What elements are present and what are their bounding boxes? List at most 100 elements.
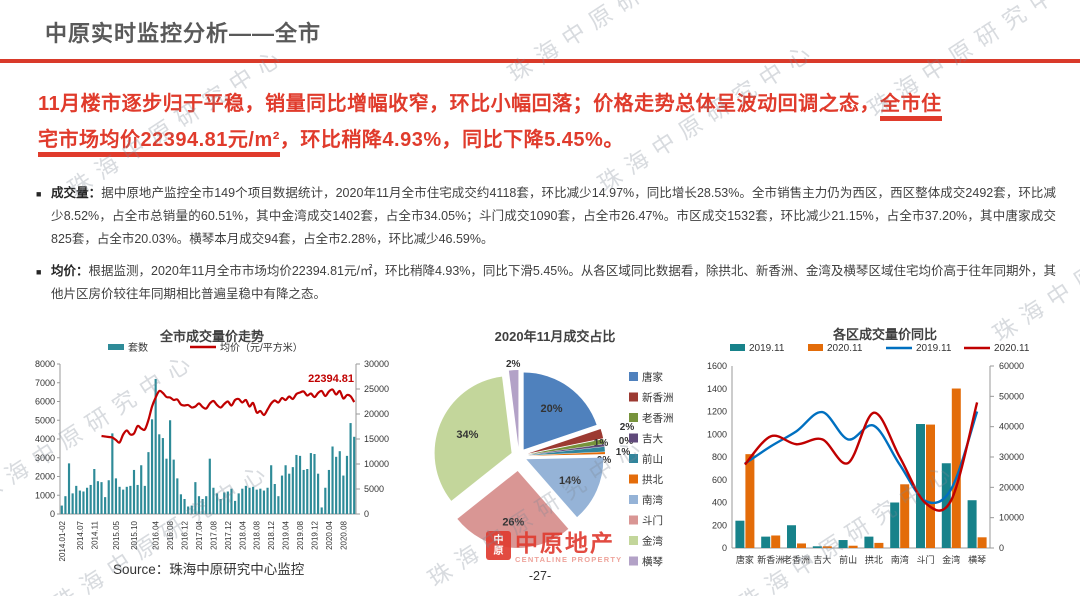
svg-text:2018.04: 2018.04 xyxy=(238,520,247,549)
category-label-金湾: 金湾 xyxy=(942,554,960,565)
svg-text:0: 0 xyxy=(364,509,369,519)
svg-text:1000: 1000 xyxy=(707,429,727,439)
headline-line1: 11月楼市逐步归于平稳，销量同比增幅收窄，环比小幅回落；价格走势总体呈波动回调之… xyxy=(38,86,1068,122)
pie-legend-label-吉大: 吉大 xyxy=(642,432,663,445)
combo-chart: 2019.11 2020.11 2019.11 2020.11 0 200 400 600 80… xyxy=(690,318,1080,596)
category-label-横琴: 横琴 xyxy=(968,554,986,565)
svg-text:2019.11: 2019.11 xyxy=(916,343,952,354)
line-series-2020.11 xyxy=(743,402,979,512)
pie-label-斗门: 26% xyxy=(502,517,524,529)
logo-box-bottom: 原 xyxy=(493,545,504,557)
headline-line1-underlined: 全市住 xyxy=(880,93,942,121)
svg-text:30000: 30000 xyxy=(999,452,1024,462)
bullet-volume: ■ 成交量：据中原地产监控全市149个项目数据统计，2020年11月全市住宅成交约… xyxy=(36,182,1056,251)
category-label-拱北: 拱北 xyxy=(865,554,883,565)
svg-text:5000: 5000 xyxy=(364,484,384,494)
pie-legend-swatch-横琴 xyxy=(629,556,638,566)
svg-text:200: 200 xyxy=(712,520,727,530)
svg-text:2000: 2000 xyxy=(35,472,55,482)
svg-text:20000: 20000 xyxy=(364,409,389,419)
svg-text:2020.08: 2020.08 xyxy=(339,520,348,549)
pie-slice-金湾 xyxy=(434,376,512,501)
svg-text:5000: 5000 xyxy=(35,415,55,425)
pie-label-金湾: 34% xyxy=(456,429,478,441)
svg-text:2014.01-02: 2014.01-02 xyxy=(58,520,67,561)
centaline-logo: 中 原 中原地产 CENTALINE PROPERTY xyxy=(486,531,622,564)
bullet-square-icon: ■ xyxy=(36,267,42,277)
pie-legend-swatch-南湾 xyxy=(629,495,638,504)
bullet-list: ■ 成交量：据中原地产监控全市149个项目数据统计，2020年11月全市住宅成交约… xyxy=(36,182,1056,315)
pie-label-南湾: 14% xyxy=(559,475,581,487)
pie-slice-横琴 xyxy=(508,370,519,448)
svg-text:0: 0 xyxy=(50,509,55,519)
combo-chart-svg: 2019.11 2020.11 2019.11 2020.11 0 200 400 600 80… xyxy=(707,343,1030,565)
pie-label-拱北: 0% xyxy=(597,455,612,466)
pie-legend-swatch-前山 xyxy=(629,454,638,463)
bullet-price-label: 均价： xyxy=(51,264,89,278)
svg-text:1200: 1200 xyxy=(707,407,727,417)
svg-text:2020.11: 2020.11 xyxy=(827,343,863,354)
svg-text:2019.11: 2019.11 xyxy=(749,343,785,354)
pie-label-前山: 1% xyxy=(616,447,631,458)
svg-text:0: 0 xyxy=(999,543,1004,553)
avg-price-line xyxy=(101,388,356,444)
logo-box-top: 中 xyxy=(493,534,504,546)
trend-chart-svg: 套数 均价（元/平方米） 0 1000 2000 3000 4000 5000 6000 7000… xyxy=(35,341,389,561)
svg-text:1000: 1000 xyxy=(35,490,55,500)
svg-text:7000: 7000 xyxy=(35,378,55,388)
pie-legend-swatch-新香洲 xyxy=(629,392,638,402)
svg-text:8000: 8000 xyxy=(35,359,55,369)
bar-series-2020.11 xyxy=(745,388,987,548)
pie-slice-吉大 xyxy=(527,444,605,455)
footer-source: Source：珠海中原研究中心监控 xyxy=(113,562,305,577)
svg-text:4000: 4000 xyxy=(35,434,55,444)
svg-text:0: 0 xyxy=(722,543,727,553)
svg-text:2015.10: 2015.10 xyxy=(130,520,139,549)
pie-legend-swatch-拱北 xyxy=(629,474,638,484)
pie-label-新香洲: 2% xyxy=(620,422,635,433)
svg-text:2020.11: 2020.11 xyxy=(994,343,1030,354)
svg-text:1400: 1400 xyxy=(707,384,727,394)
category-label-吉大: 吉大 xyxy=(813,554,831,565)
category-label-斗门: 斗门 xyxy=(916,554,934,565)
headline-line2: 宅市场均价22394.81元/m²，环比稍降4.93%，同比下降5.45%。 xyxy=(38,122,1068,158)
svg-text:2016.12: 2016.12 xyxy=(181,520,190,549)
headline-line2-text: ，环比稍降4.93%，同比下降5.45%。 xyxy=(279,129,624,151)
svg-text:6000: 6000 xyxy=(35,397,55,407)
svg-text:套数: 套数 xyxy=(128,341,148,354)
bullet-square-icon: ■ xyxy=(36,189,42,199)
centaline-logo-text: 中原地产 CENTALINE PROPERTY xyxy=(515,531,622,564)
pie-label-老香洲: 1% xyxy=(594,438,609,449)
pie-legend-swatch-金湾 xyxy=(629,536,638,545)
pie-slice-老香洲 xyxy=(527,439,605,455)
svg-text:50000: 50000 xyxy=(999,391,1024,401)
svg-text:60000: 60000 xyxy=(999,361,1024,371)
pie-legend-swatch-斗门 xyxy=(629,515,638,525)
centaline-logo-icon: 中 原 xyxy=(486,531,511,560)
pie-slice-斗门 xyxy=(457,470,569,548)
svg-text:2016.08: 2016.08 xyxy=(166,520,175,549)
svg-text:800: 800 xyxy=(712,452,727,462)
pie-slice-拱北 xyxy=(527,451,605,456)
svg-text:2016.04: 2016.04 xyxy=(152,520,161,549)
pie-legend-label-横琴: 横琴 xyxy=(642,555,663,568)
svg-text:2014.11: 2014.11 xyxy=(90,520,99,549)
svg-text:2018.08: 2018.08 xyxy=(253,520,262,549)
svg-text:600: 600 xyxy=(712,475,727,485)
pie-legend-label-老香洲: 老香洲 xyxy=(642,412,674,425)
pie-label-唐家: 20% xyxy=(540,403,562,415)
pie-legend-swatch-唐家 xyxy=(629,372,638,381)
svg-text:均价（元/平方米）: 均价（元/平方米） xyxy=(220,341,303,354)
pie-legend-label-金湾: 金湾 xyxy=(642,535,663,548)
svg-text:2019.04: 2019.04 xyxy=(282,520,291,549)
svg-text:2019.12: 2019.12 xyxy=(310,520,319,549)
svg-text:2018.12: 2018.12 xyxy=(267,520,276,549)
pie-legend-label-拱北: 拱北 xyxy=(642,473,663,486)
svg-text:400: 400 xyxy=(712,498,727,508)
headline-line2-underlined: 宅市场均价22394.81元/m² xyxy=(38,129,280,157)
svg-text:3000: 3000 xyxy=(35,453,55,463)
category-label-老香洲: 老香洲 xyxy=(783,554,810,565)
category-label-唐家: 唐家 xyxy=(736,554,754,565)
pie-legend-label-唐家: 唐家 xyxy=(642,371,663,384)
